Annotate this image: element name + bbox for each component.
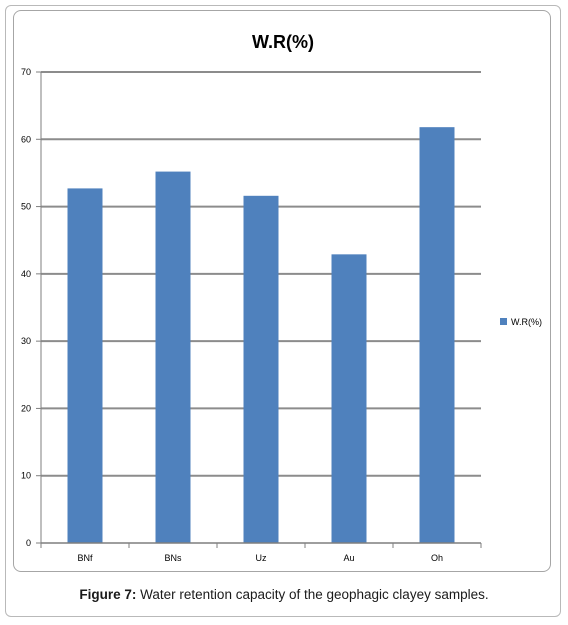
legend: W.R(%) xyxy=(500,317,542,327)
chart-area xyxy=(13,10,551,572)
y-tick-label: 70 xyxy=(21,67,31,77)
y-tick-label: 60 xyxy=(21,134,31,144)
x-tick-label: BNs xyxy=(164,553,182,563)
y-tick-label: 20 xyxy=(21,403,31,413)
bar-au xyxy=(331,254,367,543)
x-tick-label: BNf xyxy=(77,553,93,563)
legend-label-wr: W.R(%) xyxy=(511,317,542,327)
y-tick-label: 10 xyxy=(21,471,31,481)
y-tick-label: 40 xyxy=(21,269,31,279)
x-tick-label: Uz xyxy=(256,553,267,563)
legend-swatch xyxy=(500,318,507,325)
bar-bnf xyxy=(67,188,103,543)
bar-chart: W.R(%) 0 10 20 30 40 50 60 70 BNf BNs Uz Au Oh W.R(… xyxy=(21,32,542,563)
y-tick-label: 50 xyxy=(21,202,31,212)
y-tick-label: 30 xyxy=(21,336,31,346)
bar-uz xyxy=(243,195,279,543)
x-tick-label: Oh xyxy=(431,553,443,563)
caption-text: Water retention capacity of the geophagi… xyxy=(136,587,489,602)
bar-bns xyxy=(155,171,191,543)
caption-label: Figure 7: xyxy=(79,587,137,602)
x-tick-label: Au xyxy=(343,553,354,563)
y-tick-label: 0 xyxy=(26,538,31,548)
chart-title: W.R(%) xyxy=(252,32,314,52)
figure-caption: Figure 7: Water retention capacity of th… xyxy=(0,587,568,602)
bar-oh xyxy=(419,127,455,543)
